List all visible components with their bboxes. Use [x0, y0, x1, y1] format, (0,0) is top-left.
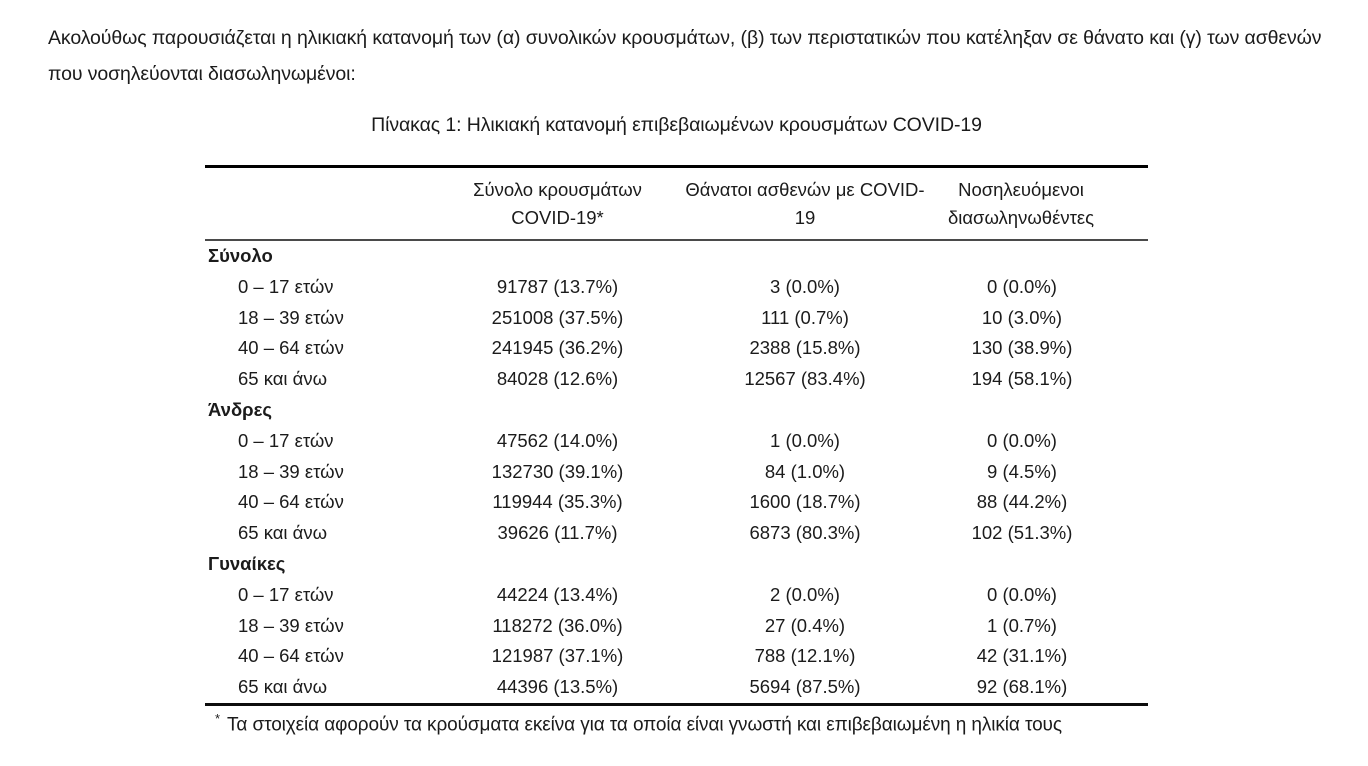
table-row: 40 – 64 ετών 121987 (37.1%) 788 (12.1%) … [205, 641, 1148, 672]
intubated-cell: 92 (68.1%) [976, 676, 1068, 698]
group-header-row-total: Σύνολο [205, 240, 1148, 272]
age-cell: 65 και άνω [238, 368, 328, 390]
deaths-cell: 6873 (80.3%) [749, 522, 861, 544]
age-cell: 40 – 64 ετών [238, 337, 344, 359]
cases-cell: 119944 (35.3%) [492, 491, 623, 513]
intubated-cell: 194 (58.1%) [971, 368, 1073, 390]
intubated-cell: 102 (51.3%) [971, 522, 1073, 544]
intubated-cell: 130 (38.9%) [971, 337, 1073, 359]
header-empty-cell [205, 166, 445, 241]
age-cell: 18 – 39 ετών [238, 614, 344, 636]
table-row: 0 – 17 ετών 47562 (14.0%) 1 (0.0%) 0 (0.… [205, 426, 1148, 457]
cases-cell: 251008 (37.5%) [491, 306, 624, 328]
table-row: 65 και άνω 84028 (12.6%) 12567 (83.4%) 1… [205, 364, 1148, 395]
intubated-cell: 10 (3.0%) [981, 306, 1063, 328]
table-row: 40 – 64 ετών 119944 (35.3%) 1600 (18.7%)… [205, 487, 1148, 518]
table-section: Πίνακας 1: Ηλικιακή κατανομή επιβεβαιωμέ… [205, 114, 1148, 736]
group-label: Γυναίκες [208, 552, 286, 574]
cases-cell: 84028 (12.6%) [496, 368, 619, 390]
table-row: 18 – 39 ετών 251008 (37.5%) 111 (0.7%) 1… [205, 303, 1148, 334]
table-body: Σύνολο 0 – 17 ετών 91787 (13.7%) 3 (0.0%… [205, 240, 1148, 704]
group-header-row-women: Γυναίκες [205, 549, 1148, 580]
deaths-cell: 27 (0.4%) [764, 614, 846, 636]
deaths-cell: 3 (0.0%) [770, 275, 840, 297]
footnote-marker: * [215, 710, 220, 726]
deaths-cell: 12567 (83.4%) [744, 368, 866, 390]
table-row: 0 – 17 ετών 44224 (13.4%) 2 (0.0%) 0 (0.… [205, 580, 1148, 611]
cases-cell: 91787 (13.7%) [496, 275, 619, 297]
table-footnote: * Τα στοιχεία αφορούν τα κρούσματα εκείνα… [215, 711, 1148, 736]
cases-cell: 47562 (14.0%) [496, 429, 619, 451]
header-deaths: Θάνατοι ασθενών με COVID-19 [670, 166, 940, 241]
cases-cell: 44396 (13.5%) [496, 676, 619, 698]
document-page: Ακολούθως παρουσιάζεται η ηλικιακή καταν… [0, 20, 1368, 766]
intubated-cell: 88 (44.2%) [976, 491, 1068, 513]
cases-cell: 132730 (39.1%) [491, 460, 624, 482]
footnote-text: Τα στοιχεία αφορούν τα κρούσματα εκείνα … [226, 714, 1062, 736]
group-label: Άνδρες [208, 398, 273, 420]
intubated-cell: 0 (0.0%) [987, 429, 1057, 451]
intubated-cell: 1 (0.7%) [987, 614, 1057, 636]
cases-cell: 39626 (11.7%) [497, 522, 618, 544]
header-intubated: Νοσηλευόμενοι διασωληνωθέντες [940, 166, 1148, 241]
age-cell: 18 – 39 ετών [238, 460, 344, 482]
covid-age-distribution-table: Σύνολο κρουσμάτων COVID-19* Θάνατοι ασθε… [205, 165, 1148, 706]
age-cell: 18 – 39 ετών [238, 306, 344, 328]
age-cell: 40 – 64 ετών [238, 491, 344, 513]
age-cell: 0 – 17 ετών [238, 275, 334, 297]
deaths-cell: 788 (12.1%) [754, 645, 856, 667]
table-row: 0 – 17 ετών 91787 (13.7%) 3 (0.0%) 0 (0.… [205, 272, 1148, 303]
cases-cell: 44224 (13.4%) [496, 583, 619, 605]
deaths-cell: 84 (1.0%) [764, 460, 846, 482]
header-total-cases: Σύνολο κρουσμάτων COVID-19* [445, 166, 670, 241]
deaths-cell: 1 (0.0%) [770, 429, 840, 451]
deaths-cell: 2 (0.0%) [770, 583, 840, 605]
intro-paragraph: Ακολούθως παρουσιάζεται η ηλικιακή καταν… [48, 27, 1322, 85]
age-cell: 40 – 64 ετών [238, 645, 344, 667]
group-header-row-men: Άνδρες [205, 395, 1148, 426]
age-cell: 65 και άνω [238, 676, 328, 698]
deaths-cell: 1600 (18.7%) [749, 491, 861, 513]
table-row: 65 και άνω 39626 (11.7%) 6873 (80.3%) 10… [205, 518, 1148, 549]
table-row: 40 – 64 ετών 241945 (36.2%) 2388 (15.8%)… [205, 333, 1148, 364]
age-cell: 65 και άνω [238, 522, 328, 544]
intubated-cell: 0 (0.0%) [987, 275, 1057, 297]
cases-cell: 241945 (36.2%) [491, 337, 624, 359]
age-cell: 0 – 17 ετών [238, 429, 334, 451]
cases-cell: 121987 (37.1%) [491, 645, 624, 667]
intubated-cell: 0 (0.0%) [987, 583, 1057, 605]
deaths-cell: 2388 (15.8%) [749, 337, 861, 359]
table-title: Πίνακας 1: Ηλικιακή κατανομή επιβεβαιωμέ… [371, 114, 982, 136]
age-cell: 0 – 17 ετών [238, 583, 334, 605]
header-row: Σύνολο κρουσμάτων COVID-19* Θάνατοι ασθε… [205, 166, 1148, 241]
deaths-cell: 111 (0.7%) [761, 306, 849, 328]
intubated-cell: 42 (31.1%) [976, 645, 1068, 667]
table-row: 65 και άνω 44396 (13.5%) 5694 (87.5%) 92… [205, 672, 1148, 704]
cases-cell: 118272 (36.0%) [492, 614, 623, 636]
table-row: 18 – 39 ετών 132730 (39.1%) 84 (1.0%) 9 … [205, 457, 1148, 488]
group-label: Σύνολο [208, 245, 273, 266]
table-row: 18 – 39 ετών 118272 (36.0%) 27 (0.4%) 1 … [205, 611, 1148, 642]
table-header: Σύνολο κρουσμάτων COVID-19* Θάνατοι ασθε… [205, 166, 1148, 241]
deaths-cell: 5694 (87.5%) [749, 676, 861, 698]
intubated-cell: 9 (4.5%) [987, 460, 1057, 482]
